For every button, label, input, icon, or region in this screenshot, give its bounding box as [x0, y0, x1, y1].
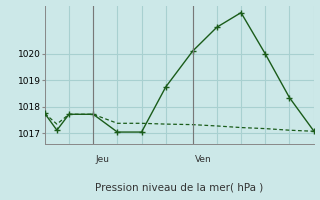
Text: Ven: Ven: [195, 155, 212, 164]
Text: Pression niveau de la mer( hPa ): Pression niveau de la mer( hPa ): [95, 183, 263, 193]
Text: Jeu: Jeu: [96, 155, 110, 164]
